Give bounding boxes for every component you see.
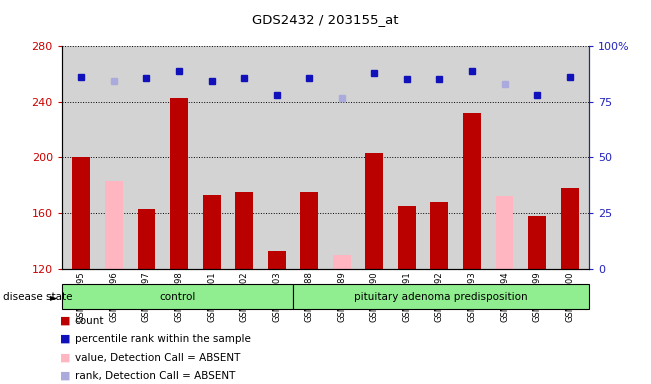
Text: ■: ■ [60,353,70,362]
Text: value, Detection Call = ABSENT: value, Detection Call = ABSENT [75,353,240,362]
Text: ►: ► [49,291,57,302]
Bar [202,195,221,269]
Text: disease state: disease state [3,291,73,302]
Bar [62,284,292,309]
Bar [495,197,514,269]
Bar [292,284,589,309]
Bar [268,251,286,269]
Text: pituitary adenoma predisposition: pituitary adenoma predisposition [354,291,528,302]
Text: control: control [159,291,195,302]
Text: ■: ■ [60,334,70,344]
Text: percentile rank within the sample: percentile rank within the sample [75,334,251,344]
Text: ■: ■ [60,371,70,381]
Bar [170,98,188,269]
Bar [333,255,351,269]
Bar [561,188,579,269]
Bar [105,181,123,269]
Bar [430,202,449,269]
Bar [463,113,481,269]
Bar [398,206,416,269]
Bar [528,216,546,269]
Bar [300,192,318,269]
Text: ■: ■ [60,316,70,326]
Text: count: count [75,316,104,326]
Bar [72,157,90,269]
Text: rank, Detection Call = ABSENT: rank, Detection Call = ABSENT [75,371,235,381]
Bar [365,153,383,269]
Bar [137,209,156,269]
Bar [235,192,253,269]
Text: GDS2432 / 203155_at: GDS2432 / 203155_at [252,13,399,26]
